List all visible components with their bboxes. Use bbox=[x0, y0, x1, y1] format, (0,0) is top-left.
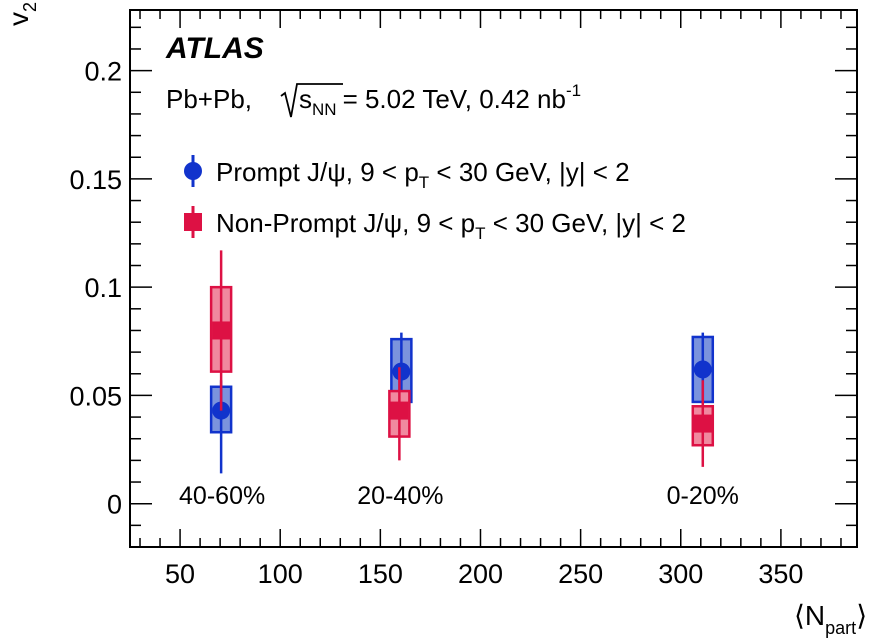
sqrt-s: s bbox=[299, 84, 312, 114]
x-tick-label: 350 bbox=[758, 559, 803, 589]
data-point-nonprompt bbox=[693, 414, 712, 433]
data-point-nonprompt bbox=[212, 321, 231, 340]
centrality-label: 40-60% bbox=[179, 482, 265, 510]
collision-label: Pb+Pb, bbox=[166, 84, 252, 114]
sqrt-s-subscript: NN bbox=[312, 100, 337, 119]
y-tick-label: 0.15 bbox=[69, 165, 122, 195]
x-tick-label: 50 bbox=[165, 559, 195, 589]
svg-text:Pb+Pb,: Pb+Pb, bbox=[166, 84, 252, 114]
data-point-nonprompt bbox=[390, 401, 409, 420]
sqrt-sign bbox=[280, 83, 343, 118]
x-tick-label: 150 bbox=[358, 559, 403, 589]
centrality-label: 0-20% bbox=[667, 482, 739, 510]
centrality-label: 20-40% bbox=[357, 482, 443, 510]
y-tick-label: 0.05 bbox=[69, 381, 122, 411]
legend-label-nonprompt: Non-Prompt J/ψ, 9 < pT < 30 GeV, |y| < 2 bbox=[216, 208, 686, 243]
data-layer bbox=[209, 250, 715, 474]
legend: Prompt J/ψ, 9 < pT < 30 GeV, |y| < 2 Non… bbox=[184, 155, 686, 243]
y-axis-label: v2 bbox=[3, 2, 40, 26]
legend-label-prompt: Prompt J/ψ, 9 < pT < 30 GeV, |y| < 2 bbox=[216, 157, 630, 192]
energy-lumi: = 5.02 TeV, 0.42 nb bbox=[343, 84, 566, 114]
atlas-label: ATLAS bbox=[165, 32, 264, 65]
x-tick-label: 300 bbox=[658, 559, 703, 589]
y-tick-label: 0.2 bbox=[84, 57, 122, 87]
x-axis-label: ⟨Npart⟩ bbox=[794, 600, 867, 638]
y-tick-label: 0.1 bbox=[84, 273, 122, 303]
y-tick-label: 0 bbox=[107, 490, 122, 520]
lumi-superscript: -1 bbox=[566, 81, 581, 100]
legend-marker-nonprompt bbox=[184, 206, 202, 238]
legend-marker-prompt bbox=[184, 155, 202, 187]
axes-layer: 50 100 150 200 250 300 350 0 0.05 0.1 0.15 0.2 40-60… bbox=[69, 10, 857, 589]
x-tick-label: 100 bbox=[258, 559, 303, 589]
data-point-prompt bbox=[693, 360, 712, 379]
data-point-prompt bbox=[392, 362, 411, 381]
plot-frame bbox=[129, 9, 858, 548]
x-tick-label: 200 bbox=[458, 559, 503, 589]
x-tick-label: 250 bbox=[558, 559, 603, 589]
svg-text:sNN= 5.02 TeV, 0.42 nb-1: sNN = 5.02 TeV, 0.42 nb-1 bbox=[299, 81, 581, 119]
system-label: Pb+Pb, sNN = 5.02 TeV, 0.42 nb-1 bbox=[166, 81, 581, 119]
